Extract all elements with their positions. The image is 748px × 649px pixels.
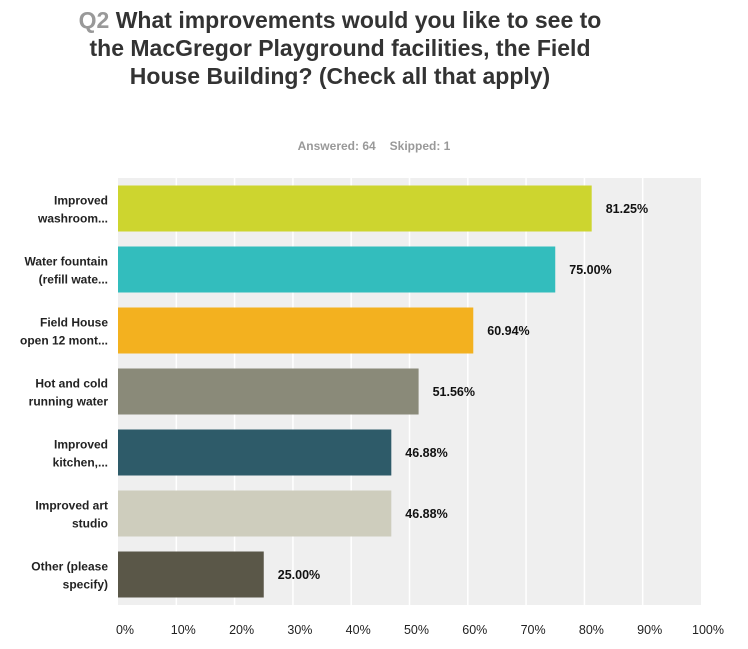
x-tick-label: 90% xyxy=(637,623,662,637)
x-tick-label: 40% xyxy=(346,623,371,637)
category-label: kitchen,... xyxy=(53,456,108,470)
category-label: Other (please xyxy=(31,560,108,574)
category-label: Hot and cold xyxy=(35,377,108,391)
bar xyxy=(118,185,592,232)
question-title: Q2 What improvements would you like to s… xyxy=(60,6,620,90)
x-tick-label: 0% xyxy=(116,623,134,637)
category-label: Field House xyxy=(40,316,108,330)
answered-count: Answered: 64 xyxy=(297,139,376,153)
skipped-count: Skipped: 1 xyxy=(389,139,451,153)
x-tick-label: 20% xyxy=(229,623,254,637)
category-label: running water xyxy=(29,395,109,409)
x-tick-label: 70% xyxy=(521,623,546,637)
category-label: studio xyxy=(72,517,108,531)
value-label: 60.94% xyxy=(487,324,529,338)
bar xyxy=(118,246,556,293)
x-tick-label: 80% xyxy=(579,623,604,637)
category-label: specify) xyxy=(63,578,108,592)
category-label: Improved xyxy=(54,194,108,208)
x-tick-label: 30% xyxy=(287,623,312,637)
x-tick-label: 60% xyxy=(462,623,487,637)
value-label: 75.00% xyxy=(569,263,611,277)
value-label: 81.25% xyxy=(606,202,648,216)
bar xyxy=(118,368,419,415)
bar xyxy=(118,307,474,354)
response-stats: Answered: 64 Skipped: 1 xyxy=(0,139,748,153)
bar xyxy=(118,551,264,598)
value-label: 51.56% xyxy=(433,385,475,399)
x-tick-label: 100% xyxy=(692,623,724,637)
x-tick-label: 50% xyxy=(404,623,429,637)
value-label: 46.88% xyxy=(405,507,447,521)
bar xyxy=(118,490,392,537)
category-label: washroom... xyxy=(37,212,108,226)
value-label: 46.88% xyxy=(405,446,447,460)
category-label: Water fountain xyxy=(24,255,108,269)
category-label: Improved art xyxy=(35,499,108,513)
category-label: (refill wate... xyxy=(39,273,108,287)
value-label: 25.00% xyxy=(278,568,320,582)
question-text: What improvements would you like to see … xyxy=(89,7,602,89)
category-label: Improved xyxy=(54,438,108,452)
bar xyxy=(118,429,392,476)
category-label: open 12 mont... xyxy=(20,334,108,348)
x-tick-label: 10% xyxy=(171,623,196,637)
question-number: Q2 xyxy=(78,7,110,33)
